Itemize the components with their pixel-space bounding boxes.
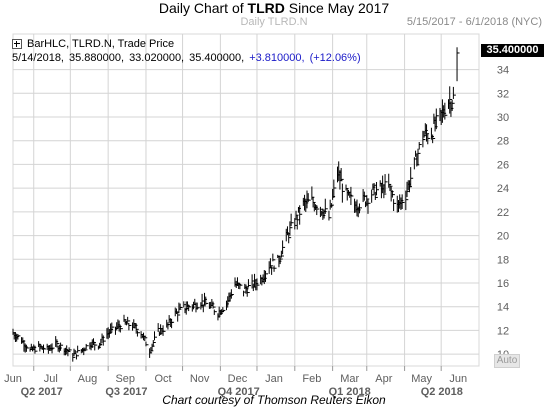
price-bars bbox=[12, 47, 460, 362]
x-month-label: Nov bbox=[190, 373, 210, 385]
x-quarter-label: Q1 2018 bbox=[329, 386, 371, 398]
legend-series-label: BarHLC, TLRD.N, Trade Price bbox=[27, 38, 175, 50]
plot-area bbox=[12, 33, 480, 367]
y-tick-label: 24 bbox=[497, 183, 509, 195]
date-range: 5/15/2017 - 6/1/2018 (NYC) bbox=[406, 16, 542, 28]
x-month-label: Jul bbox=[44, 373, 58, 385]
y-tick-label: 26 bbox=[497, 159, 509, 171]
x-month-label: May bbox=[411, 373, 432, 385]
grid bbox=[13, 34, 479, 366]
chart-title: Daily Chart of TLRD Since May 2017 bbox=[158, 0, 390, 16]
x-month-label: Jun bbox=[449, 373, 467, 385]
x-axis: Jun Jul Aug Sep Oct Nov Dec Jan Feb Mar Apr May JunQ… bbox=[4, 366, 467, 398]
last-price-badge: 35.400000 bbox=[481, 44, 544, 57]
y-tick-label: 34 bbox=[497, 65, 509, 77]
legend-change: +3.810000, bbox=[249, 52, 305, 64]
x-quarter-label: Q2 2018 bbox=[421, 386, 463, 398]
legend-values-row: 5/14/2018, 35.880000, 33.020000, 35.4000… bbox=[12, 51, 361, 65]
y-tick-label: 22 bbox=[497, 207, 509, 219]
legend-close: 35.400000, bbox=[189, 52, 245, 64]
x-month-label: Feb bbox=[302, 373, 321, 385]
y-tick-label: 20 bbox=[497, 231, 509, 243]
x-month-label: Jun bbox=[4, 373, 22, 385]
x-month-label: Aug bbox=[78, 373, 98, 385]
x-month-label: Apr bbox=[375, 373, 392, 385]
x-quarter-label: Q3 2017 bbox=[105, 386, 147, 398]
y-tick-label: 14 bbox=[497, 302, 509, 314]
x-month-label: Jan bbox=[265, 373, 283, 385]
x-quarter-label: Q2 2017 bbox=[21, 386, 63, 398]
chart-watermark: Daily TLRD.N bbox=[240, 16, 308, 28]
y-tick-label: 18 bbox=[497, 254, 509, 266]
x-month-label: Dec bbox=[228, 373, 248, 385]
legend-series-row: BarHLC, TLRD.N, Trade Price bbox=[12, 37, 361, 51]
expand-icon[interactable] bbox=[12, 39, 22, 49]
y-axis: 10121416182022242628303234 bbox=[497, 65, 509, 362]
legend: BarHLC, TLRD.N, Trade Price 5/14/2018, 3… bbox=[12, 37, 361, 65]
x-month-label: Mar bbox=[340, 373, 359, 385]
auto-scale-button[interactable]: Auto bbox=[494, 354, 520, 368]
y-tick-label: 12 bbox=[497, 325, 509, 337]
y-tick-label: 16 bbox=[497, 278, 509, 290]
legend-date: 5/14/2018, bbox=[12, 52, 64, 64]
legend-high: 35.880000, bbox=[69, 52, 125, 64]
x-quarter-label: Q4 2017 bbox=[218, 386, 260, 398]
x-month-label: Oct bbox=[154, 373, 171, 385]
y-tick-label: 32 bbox=[497, 88, 509, 100]
y-tick-label: 28 bbox=[497, 136, 509, 148]
y-tick-label: 30 bbox=[497, 112, 509, 124]
legend-change-pct: (+12.06%) bbox=[309, 52, 361, 64]
chart-credit: Chart courtesy of Thomson Reuters Eikon bbox=[162, 393, 386, 407]
x-month-label: Sep bbox=[115, 373, 135, 385]
legend-low: 33.020000, bbox=[129, 52, 185, 64]
